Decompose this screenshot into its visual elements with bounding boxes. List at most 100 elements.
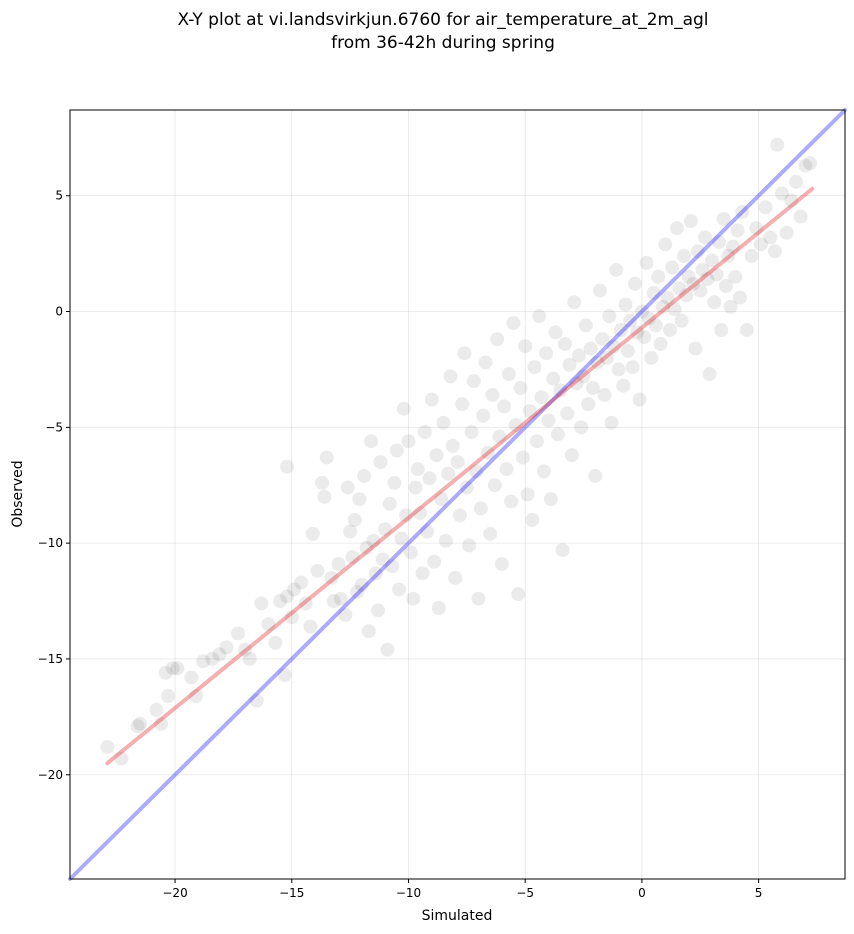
data-point [408,480,423,495]
data-point [774,186,789,201]
data-point [644,350,659,365]
data-point [359,540,374,555]
y-axis-label: Observed [10,460,26,527]
data-point [513,380,528,395]
data-point [725,239,740,254]
data-point [536,464,551,479]
data-point [284,610,299,625]
data-point [555,543,570,558]
data-point [436,415,451,430]
data-point [609,262,624,277]
data-point [499,462,514,477]
data-point [466,374,481,389]
data-point [695,262,710,277]
data-point [604,415,619,430]
data-point [625,360,640,375]
data-point [170,661,185,676]
x-tick-label: −5 [516,886,534,900]
data-point [287,582,302,597]
data-point [665,260,680,275]
data-point [506,316,521,331]
data-point [485,387,500,402]
data-point [212,647,227,662]
x-tick-label: 0 [638,886,646,900]
data-point [716,211,731,226]
data-point [651,269,666,284]
data-point [347,512,362,527]
data-point [450,455,465,470]
data-point [550,427,565,442]
data-point [648,318,663,333]
data-point [688,341,703,356]
data-point [728,269,743,284]
data-point [562,357,577,372]
data-point [618,297,633,312]
data-point [646,285,661,300]
data-point [534,390,549,405]
data-point [310,563,325,578]
data-point [455,397,470,412]
data-point [723,299,738,314]
data-point [667,302,682,317]
data-point [632,392,647,407]
data-point [401,434,416,449]
data-point [744,248,759,263]
data-point [331,556,346,571]
data-point [492,429,507,444]
data-point [473,501,488,516]
data-point [595,332,610,347]
data-point [268,635,283,650]
data-point [763,230,778,245]
data-point [303,619,318,634]
data-point [721,248,736,263]
data-point [714,323,729,338]
data-point [280,459,295,474]
x-tick-label: 5 [755,886,763,900]
data-point [238,642,253,657]
data-point [501,367,516,382]
data-point [392,582,407,597]
y-axis: −20 −15 −10 −5 0 5 [38,189,70,782]
data-point [571,348,586,363]
data-point [422,471,437,486]
data-point [340,480,355,495]
data-point [574,420,589,435]
x-tick-label: −15 [279,886,304,900]
data-point [613,323,628,338]
data-point [693,283,708,298]
data-point [735,204,750,219]
data-point [403,545,418,560]
data-point [548,325,563,340]
data-point [653,336,668,351]
data-point [518,339,533,354]
data-point [732,290,747,305]
data-point [242,651,257,666]
data-point [597,387,612,402]
data-point [133,716,148,731]
data-point [802,156,817,171]
data-point [161,689,176,704]
data-point [130,719,145,734]
data-point [590,355,605,370]
data-point [527,360,542,375]
data-point [249,693,264,708]
data-point [627,276,642,291]
data-point [793,209,808,224]
data-point [434,492,449,507]
data-point [319,450,334,465]
data-point [378,522,393,537]
data-point [660,290,675,305]
data-point [620,343,635,358]
data-point [578,318,593,333]
data-point [798,158,813,173]
data-point [784,193,799,208]
data-point [189,689,204,704]
data-point [711,235,726,250]
data-point [525,512,540,527]
data-point [539,346,554,361]
data-point [702,367,717,382]
data-points [100,137,817,766]
data-point [583,341,598,356]
data-point [532,309,547,324]
